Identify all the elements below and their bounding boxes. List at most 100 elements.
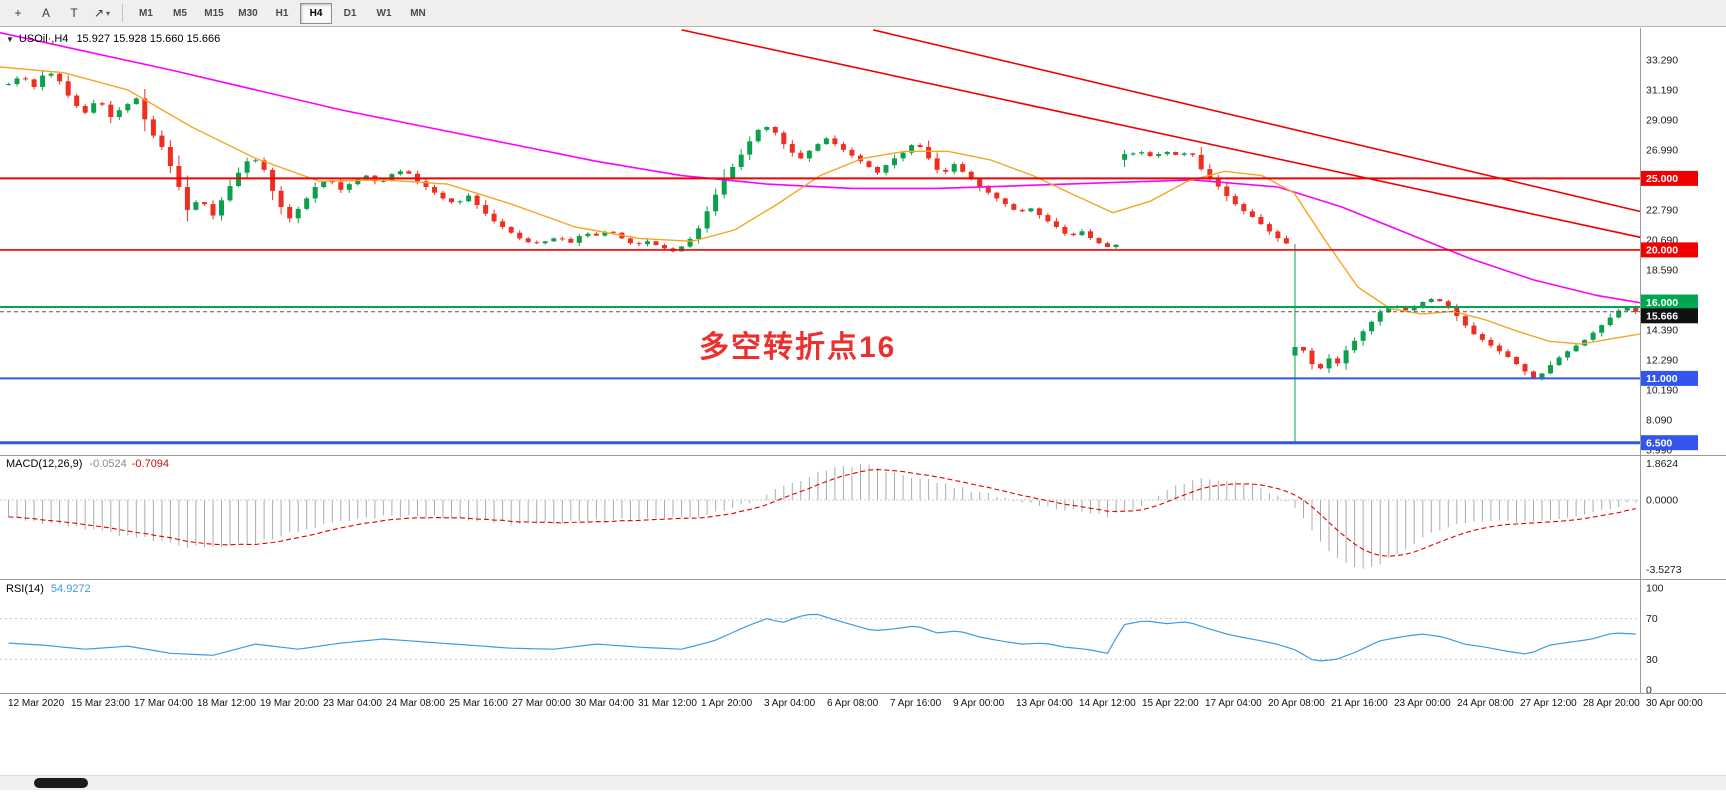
toolbar-separator xyxy=(122,4,123,22)
time-axis-label: 13 Apr 04:00 xyxy=(1016,698,1073,709)
chart-annotation-text[interactable]: 多空转折点16 xyxy=(699,331,897,364)
price-tick-label: 12.290 xyxy=(1646,355,1678,367)
time-axis-label: 19 Mar 20:00 xyxy=(260,698,319,709)
text-label-tool-icon: T xyxy=(70,6,78,20)
macd-panel[interactable] xyxy=(0,463,1640,569)
scrollbar-handle[interactable] xyxy=(34,778,88,788)
macd-tick-label: 1.8624 xyxy=(1646,458,1678,470)
timeframe-d1-button[interactable]: D1 xyxy=(343,7,357,19)
time-axis-label: 23 Mar 04:00 xyxy=(323,698,382,709)
macd-signal-value: -0.7094 xyxy=(131,458,170,470)
time-axis-label: 3 Apr 04:00 xyxy=(764,698,816,709)
trendline[interactable] xyxy=(681,29,1646,239)
timeframe-mn-button[interactable]: MN xyxy=(410,7,426,19)
text-label-tool-button[interactable]: T xyxy=(61,2,87,25)
bottom-strip xyxy=(0,716,1726,792)
time-axis-label: 15 Mar 23:00 xyxy=(71,698,130,709)
price-tick-label: 8.090 xyxy=(1646,415,1672,427)
timeframe-w1-button[interactable]: W1 xyxy=(376,7,392,19)
time-axis-label: 17 Mar 04:00 xyxy=(134,698,193,709)
time-axis-label: 23 Apr 00:00 xyxy=(1394,698,1451,709)
crosshair-tool-icon: + xyxy=(14,6,22,20)
price-tick-label: 10.190 xyxy=(1646,385,1678,397)
time-axis-label: 25 Mar 16:00 xyxy=(449,698,508,709)
macd-histogram xyxy=(8,463,1637,569)
timeframe-m1-button[interactable]: M1 xyxy=(139,7,153,19)
time-axis-label: 14 Apr 12:00 xyxy=(1079,698,1136,709)
time-axis-label: 24 Mar 08:00 xyxy=(386,698,445,709)
rsi-tick-label: 30 xyxy=(1646,654,1658,666)
level-price-tag-text: 20.000 xyxy=(1646,245,1678,257)
price-tick-label: 31.190 xyxy=(1646,85,1678,97)
rsi-indicator-label: RSI(14) 54.9272 xyxy=(6,583,91,595)
one-click-trading-arrow-icon[interactable]: ▼ xyxy=(6,35,14,44)
timeframe-m5-button[interactable]: M5 xyxy=(173,7,187,19)
trendline[interactable] xyxy=(873,29,1645,213)
rsi-name: RSI(14) xyxy=(6,583,44,595)
level-price-tag xyxy=(1641,370,1698,386)
timeframe-h4-button[interactable]: H4 xyxy=(300,2,332,24)
line-studies-toolbar: + A T ↗ ▾ xyxy=(4,2,116,25)
macd-name: MACD(12,26,9) xyxy=(6,458,83,470)
current-price-tag-text: 15.666 xyxy=(1646,311,1678,323)
price-tick-label: 14.390 xyxy=(1646,325,1678,337)
time-axis-label: 12 Mar 2020 xyxy=(8,698,65,709)
time-axis-label: 6 Apr 08:00 xyxy=(827,698,879,709)
crosshair-tool-button[interactable]: + xyxy=(5,2,31,25)
time-axis: 12 Mar 2020 15 Mar 23:00 17 Mar 04:00 18 Ma… xyxy=(0,695,1726,713)
level-price-tag xyxy=(1641,294,1698,310)
chart-area[interactable]: 33.290 31.190 29.090 26.990 22.790 20.690 18.5… xyxy=(0,27,1726,716)
time-axis-label: 30 Apr 00:00 xyxy=(1646,698,1703,709)
time-axis-label: 30 Mar 04:00 xyxy=(575,698,634,709)
timeframe-m30-button[interactable]: M30 xyxy=(238,7,258,19)
timeframe-m15-button[interactable]: M15 xyxy=(204,7,224,19)
timeframes-toolbar: M1 M5 M15 M30 H1 H4 D1 W1 MN xyxy=(129,2,435,24)
rsi-tick-label: 100 xyxy=(1646,583,1664,595)
time-axis-label: 28 Apr 20:00 xyxy=(1583,698,1640,709)
dropdown-caret-icon: ▾ xyxy=(106,8,111,18)
macd-main-value: -0.0524 xyxy=(89,458,127,470)
time-axis-label: 18 Mar 12:00 xyxy=(197,698,256,709)
macd-indicator-label: MACD(12,26,9) -0.0524 -0.7094 xyxy=(6,458,169,470)
time-axis-label: 17 Apr 04:00 xyxy=(1205,698,1262,709)
macd-tick-label: -3.5273 xyxy=(1646,564,1682,576)
rsi-value: 54.9272 xyxy=(50,583,91,595)
time-axis-label: 9 Apr 00:00 xyxy=(953,698,1005,709)
arrows-tool-button[interactable]: ↗ ▾ xyxy=(89,2,115,25)
toolbar: + A T ↗ ▾ M1 M5 M15 M30 H1 H4 D1 W1 MN xyxy=(0,0,1726,27)
time-axis-label: 7 Apr 16:00 xyxy=(890,698,942,709)
text-tool-icon: A xyxy=(41,6,50,20)
price-tick-label: 33.290 xyxy=(1646,55,1678,67)
text-tool-button[interactable]: A xyxy=(33,2,59,25)
price-tick-label: 18.590 xyxy=(1646,265,1678,277)
current-price-tag xyxy=(1641,308,1698,324)
rsi-tick-label: 70 xyxy=(1646,613,1658,625)
price-tick-label: 26.990 xyxy=(1646,145,1678,157)
time-axis-label: 27 Mar 00:00 xyxy=(512,698,571,709)
price-tick-label: 22.790 xyxy=(1646,205,1678,217)
horizontal-scrollbar[interactable] xyxy=(0,775,1726,790)
price-panel[interactable] xyxy=(0,29,1646,445)
rsi-panel[interactable] xyxy=(0,613,1640,662)
time-axis-label: 15 Apr 22:00 xyxy=(1142,698,1199,709)
rsi-line xyxy=(8,613,1636,662)
time-axis-label: 24 Apr 08:00 xyxy=(1457,698,1514,709)
arrows-tool-icon: ↗ xyxy=(93,6,105,20)
level-price-tag xyxy=(1641,170,1698,186)
ma-slow-line[interactable] xyxy=(0,31,1640,304)
candles xyxy=(6,71,1639,442)
time-axis-label: 27 Apr 12:00 xyxy=(1520,698,1577,709)
rsi-tick-label: 0 xyxy=(1646,685,1652,697)
ma-fast-line[interactable] xyxy=(0,66,1640,345)
time-axis-label: 20 Apr 08:00 xyxy=(1268,698,1325,709)
symbol-period-label: USOil·,H4 xyxy=(18,33,69,45)
macd-signal-line xyxy=(8,469,1636,557)
timeframe-h1-button[interactable]: H1 xyxy=(275,7,289,19)
ohlc-values: 15.927 15.928 15.660 15.666 xyxy=(76,33,221,45)
level-price-tag-text: 11.000 xyxy=(1646,373,1678,385)
chart-canvas[interactable]: 33.29031.19029.09026.99022.79020.69018.5… xyxy=(0,27,1726,716)
time-axis-label: 21 Apr 16:00 xyxy=(1331,698,1388,709)
macd-tick-label: 0.0000 xyxy=(1646,495,1678,507)
level-price-tag xyxy=(1641,242,1698,258)
